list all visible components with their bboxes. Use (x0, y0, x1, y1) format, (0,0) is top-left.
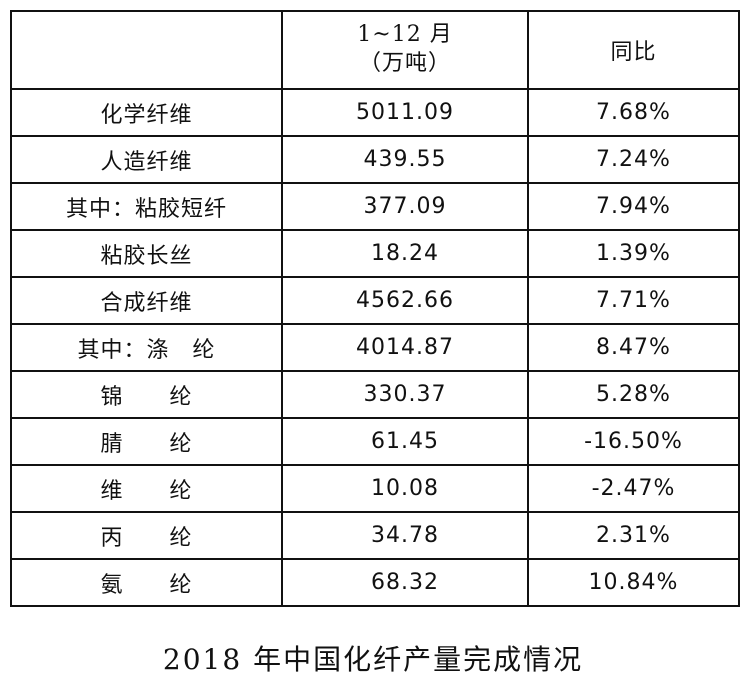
row-value: 439.55 (281, 135, 529, 184)
row-name: 其中：涤 纶 (10, 323, 283, 372)
row-value: 61.45 (281, 417, 529, 466)
table-row: 丙 纶 34.78 2.31% (10, 511, 740, 560)
row-yoy: 1.39% (527, 229, 740, 278)
table-row: 人造纤维 439.55 7.24% (10, 135, 740, 184)
header-period-cell: 1~12 月 （万吨） (281, 10, 529, 90)
table-row: 合成纤维 4562.66 7.71% (10, 276, 740, 325)
table-caption: 2018 年中国化纤产量完成情况 (162, 643, 584, 676)
row-yoy: 2.31% (527, 511, 740, 560)
row-name: 其中：粘胶短纤 (10, 182, 283, 231)
table-row: 粘胶长丝 18.24 1.39% (10, 229, 740, 278)
row-value: 4014.87 (281, 323, 529, 372)
row-name: 维 纶 (10, 464, 283, 513)
row-value: 34.78 (281, 511, 529, 560)
row-yoy: -2.47% (527, 464, 740, 513)
row-value: 18.24 (281, 229, 529, 278)
table-row: 其中：粘胶短纤 377.09 7.94% (10, 182, 740, 231)
row-yoy: 10.84% (527, 558, 740, 607)
row-yoy: 7.24% (527, 135, 740, 184)
row-yoy: 8.47% (527, 323, 740, 372)
table-row: 腈 纶 61.45 -16.50% (10, 417, 740, 466)
row-name: 丙 纶 (10, 511, 283, 560)
header-yoy: 同比 (527, 10, 740, 90)
row-name: 化学纤维 (10, 88, 283, 137)
table-row: 维 纶 10.08 -2.47% (10, 464, 740, 513)
header-row: 1~12 月 （万吨） 同比 (10, 10, 740, 90)
table-row: 其中：涤 纶 4014.87 8.47% (10, 323, 740, 372)
row-yoy: 7.68% (527, 88, 740, 137)
row-value: 377.09 (281, 182, 529, 231)
row-name: 合成纤维 (10, 276, 283, 325)
table-row: 化学纤维 5011.09 7.68% (10, 88, 740, 137)
row-value: 4562.66 (281, 276, 529, 325)
row-value: 5011.09 (281, 88, 529, 137)
table-row: 锦 纶 330.37 5.28% (10, 370, 740, 419)
row-yoy: 7.71% (527, 276, 740, 325)
row-name: 腈 纶 (10, 417, 283, 466)
header-period: 1~12 月 (357, 22, 453, 47)
row-yoy: 5.28% (527, 370, 740, 419)
header-unit: （万吨） (358, 51, 451, 76)
row-value: 68.32 (281, 558, 529, 607)
header-blank-cell (10, 10, 283, 90)
production-table: 1~12 月 （万吨） 同比 化学纤维 5011.09 7.68% 人造纤维 4… (10, 10, 740, 607)
row-yoy: -16.50% (527, 417, 740, 466)
row-name: 人造纤维 (10, 135, 283, 184)
row-value: 330.37 (281, 370, 529, 419)
row-name: 粘胶长丝 (10, 229, 283, 278)
table-row: 氨 纶 68.32 10.84% (10, 558, 740, 607)
row-yoy: 7.94% (527, 182, 740, 231)
row-name: 锦 纶 (10, 370, 283, 419)
row-name: 氨 纶 (10, 558, 283, 607)
row-value: 10.08 (281, 464, 529, 513)
